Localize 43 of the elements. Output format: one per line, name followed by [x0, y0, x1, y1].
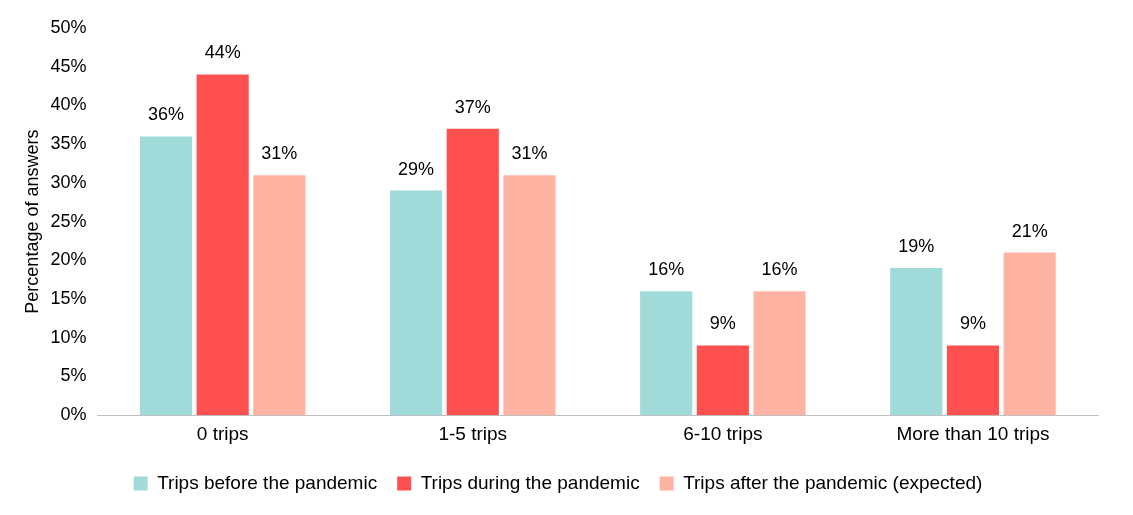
y-tick-label: 10% [50, 326, 87, 347]
data-label: 36% [147, 104, 184, 125]
bar [753, 291, 806, 416]
y-tick-label: 30% [50, 171, 87, 192]
bar [139, 136, 193, 416]
data-label: 16% [761, 259, 798, 280]
y-tick-label: 15% [50, 288, 87, 309]
y-tick-label: 40% [50, 94, 87, 115]
bar [503, 175, 556, 416]
data-label: 44% [204, 42, 241, 63]
y-tick-label: 50% [50, 16, 87, 37]
y-tick-label: 20% [50, 249, 87, 270]
bar [446, 128, 499, 416]
data-label: 16% [648, 259, 685, 280]
y-tick-label: 45% [50, 55, 87, 76]
data-label: 19% [898, 236, 935, 257]
x-tick-label: 1-5 trips [438, 422, 508, 444]
bar [390, 190, 443, 416]
data-label: 31% [511, 143, 548, 164]
legend-label: Trips before the pandemic [157, 471, 378, 493]
data-label: 31% [261, 143, 298, 164]
bar [696, 345, 749, 416]
y-tick-label: 35% [50, 133, 87, 154]
bar [253, 175, 306, 416]
legend-label: Trips after the pandemic (expected) [683, 471, 983, 493]
y-axis-title: Percentage of answers [21, 129, 42, 314]
bar [946, 345, 1000, 416]
data-label: 9% [709, 313, 736, 334]
bar [640, 291, 693, 416]
y-tick-label: 25% [50, 210, 87, 231]
data-label: 21% [1011, 220, 1048, 241]
bar [890, 268, 943, 416]
x-tick-label: 0 trips [196, 422, 249, 444]
bar [196, 74, 249, 416]
x-tick-label: 6-10 trips [683, 422, 763, 444]
x-tick-label: More than 10 trips [896, 422, 1050, 444]
data-label: 9% [959, 313, 986, 334]
legend-label: Trips during the pandemic [420, 471, 640, 493]
bar [1003, 252, 1056, 416]
y-tick-label: 5% [60, 365, 87, 386]
y-tick-label: 0% [60, 404, 87, 425]
data-label: 29% [398, 158, 435, 179]
data-label: 37% [454, 96, 491, 117]
